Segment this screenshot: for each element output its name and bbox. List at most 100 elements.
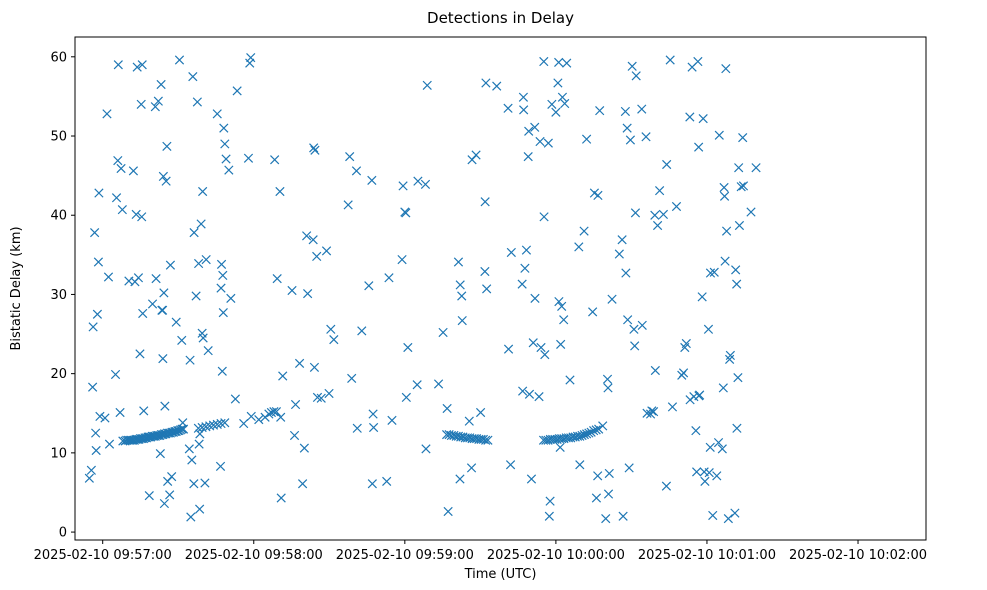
data-point: [196, 219, 206, 229]
data-point: [734, 220, 745, 231]
data-point: [195, 504, 205, 514]
data-point: [554, 296, 564, 307]
data-point: [603, 489, 614, 499]
data-point: [562, 58, 572, 68]
data-point: [693, 56, 703, 67]
data-point: [308, 235, 318, 245]
data-point: [131, 209, 141, 220]
data-point: [220, 418, 230, 428]
data-point: [647, 406, 657, 416]
data-point: [455, 280, 465, 290]
data-point: [714, 130, 724, 140]
data-point: [637, 320, 647, 330]
data-point: [629, 324, 639, 334]
data-point: [505, 460, 516, 470]
data-point: [662, 159, 672, 170]
data-point: [698, 113, 708, 124]
data-point: [717, 444, 727, 454]
data-point: [86, 465, 96, 475]
data-point: [116, 163, 126, 174]
y-tick-label: 10: [50, 446, 67, 461]
data-point: [201, 254, 211, 265]
data-points: [84, 52, 761, 524]
data-point: [738, 181, 749, 191]
data-point: [520, 263, 530, 273]
data-point: [84, 473, 94, 483]
data-point: [721, 64, 731, 74]
data-point: [506, 247, 516, 258]
data-point: [622, 123, 632, 133]
data-point: [177, 335, 187, 346]
data-point: [545, 434, 555, 445]
x-tick-label: 2025-02-10 10:01:00: [638, 548, 776, 563]
data-point: [718, 383, 728, 393]
plot-frame: [74, 36, 927, 541]
data-point: [144, 491, 154, 501]
data-point: [271, 407, 282, 417]
data-point: [216, 418, 226, 429]
data-point: [316, 393, 326, 403]
data-point: [584, 428, 594, 438]
data-point: [545, 496, 555, 506]
data-point: [654, 186, 665, 196]
data-point: [367, 175, 377, 185]
data-point: [457, 291, 467, 301]
data-point: [625, 135, 636, 145]
data-point: [535, 136, 545, 147]
data-point: [565, 375, 575, 385]
data-point: [713, 437, 724, 448]
data-point: [526, 474, 537, 484]
data-point: [721, 226, 732, 236]
data-point: [278, 371, 288, 381]
data-point: [201, 422, 211, 432]
x-tick-label: 2025-02-10 10:02:00: [789, 548, 927, 563]
data-point: [667, 402, 678, 412]
data-point: [117, 205, 127, 215]
data-point: [543, 138, 553, 148]
data-point: [321, 246, 332, 256]
data-point: [697, 292, 707, 302]
data-point: [579, 226, 589, 236]
data-point: [165, 490, 175, 500]
data-point: [194, 439, 204, 449]
data-point: [521, 245, 532, 255]
data-point: [289, 430, 300, 441]
data-point: [364, 281, 374, 291]
data-point: [648, 407, 659, 417]
data-point: [598, 421, 608, 431]
data-point: [665, 55, 675, 65]
y-tick-label: 50: [50, 130, 67, 145]
data-point: [162, 141, 172, 151]
data-point: [607, 294, 617, 304]
x-tick-label: 2025-02-10 09:58:00: [185, 548, 323, 563]
data-point: [185, 355, 195, 365]
data-point: [193, 423, 203, 433]
data-point: [703, 324, 714, 334]
data-point: [92, 309, 103, 319]
data-point: [574, 242, 584, 252]
data-point: [614, 249, 624, 259]
data-point: [658, 209, 669, 220]
data-point: [246, 52, 256, 63]
data-point: [530, 122, 540, 132]
data-point: [443, 506, 453, 517]
data-point: [155, 449, 165, 459]
data-point: [345, 151, 355, 162]
data-point: [551, 107, 561, 117]
data-point: [309, 143, 319, 153]
data-point: [421, 444, 431, 454]
data-point: [398, 181, 408, 191]
data-point: [589, 426, 599, 436]
data-point: [177, 424, 187, 434]
data-point: [524, 389, 535, 399]
y-tick-label: 40: [50, 209, 67, 224]
data-point: [159, 498, 170, 509]
data-point: [732, 423, 742, 433]
data-point: [736, 182, 746, 192]
data-point: [93, 257, 104, 267]
data-point: [681, 338, 691, 349]
y-tick-label: 0: [59, 526, 67, 541]
data-point: [503, 103, 513, 113]
data-point: [403, 342, 413, 353]
